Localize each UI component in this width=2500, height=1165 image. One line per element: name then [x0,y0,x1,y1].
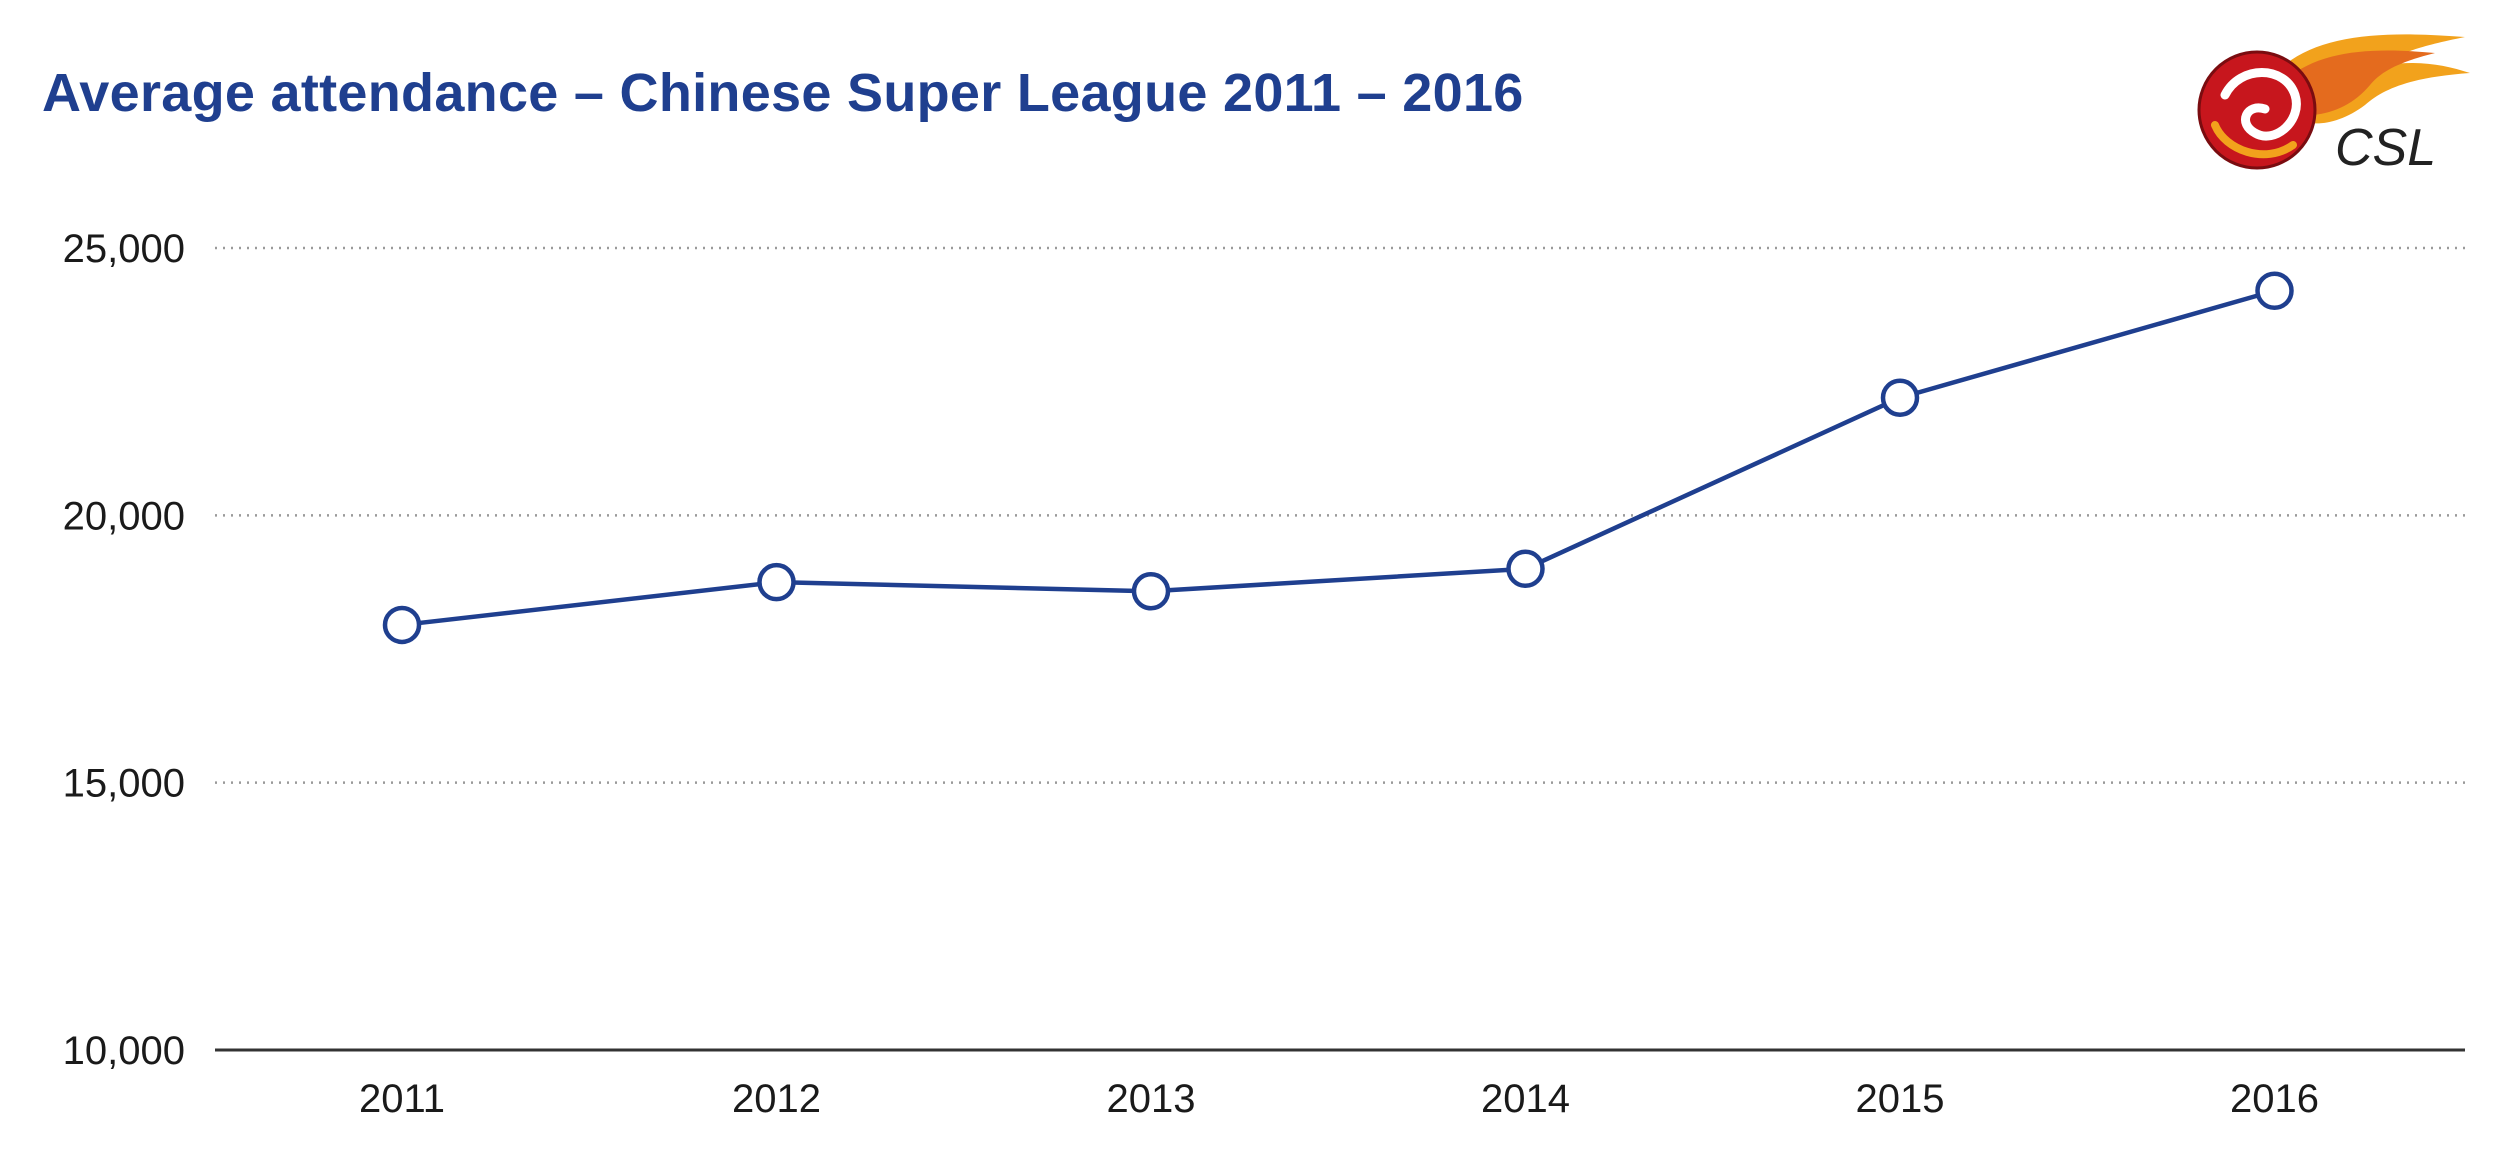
y-tick-label: 25,000 [63,227,185,271]
logo-ball-swirl-2 [2211,121,2297,159]
x-tick-label: 2016 [2230,1077,2319,1121]
y-tick-label: 15,000 [63,762,185,806]
chart-title: Average attendance – Chinese Super Leagu… [42,63,1524,123]
data-point [1506,549,1545,589]
logo-text: CSL [2335,119,2436,175]
y-tick-label: 20,000 [63,494,185,538]
x-tick-label: 2013 [1107,1077,1196,1121]
series-attendance [382,271,2294,645]
data-point [1880,378,1920,417]
x-tick-label: 2012 [732,1077,821,1121]
data-point [382,605,422,645]
gridlines [215,246,2465,784]
y-tick-label: 10,000 [63,1029,185,1073]
logo-ball-swirl [2220,68,2301,141]
x-tick-label: 2014 [1481,1077,1570,1121]
x-tick-label: 2011 [359,1077,445,1121]
x-axis-tick-labels: 2011 2012 2013 2014 2015 2016 [359,1077,2319,1121]
x-tick-label: 2015 [1856,1077,1945,1121]
y-axis-tick-labels: 10,000 15,000 20,000 25,000 [63,227,185,1073]
data-point [1131,572,1171,611]
data-point [2255,271,2294,311]
data-point [757,562,796,602]
logo-flame-inner [2280,50,2435,115]
csl-logo: CSL [2197,34,2470,175]
series-line [401,288,2276,628]
